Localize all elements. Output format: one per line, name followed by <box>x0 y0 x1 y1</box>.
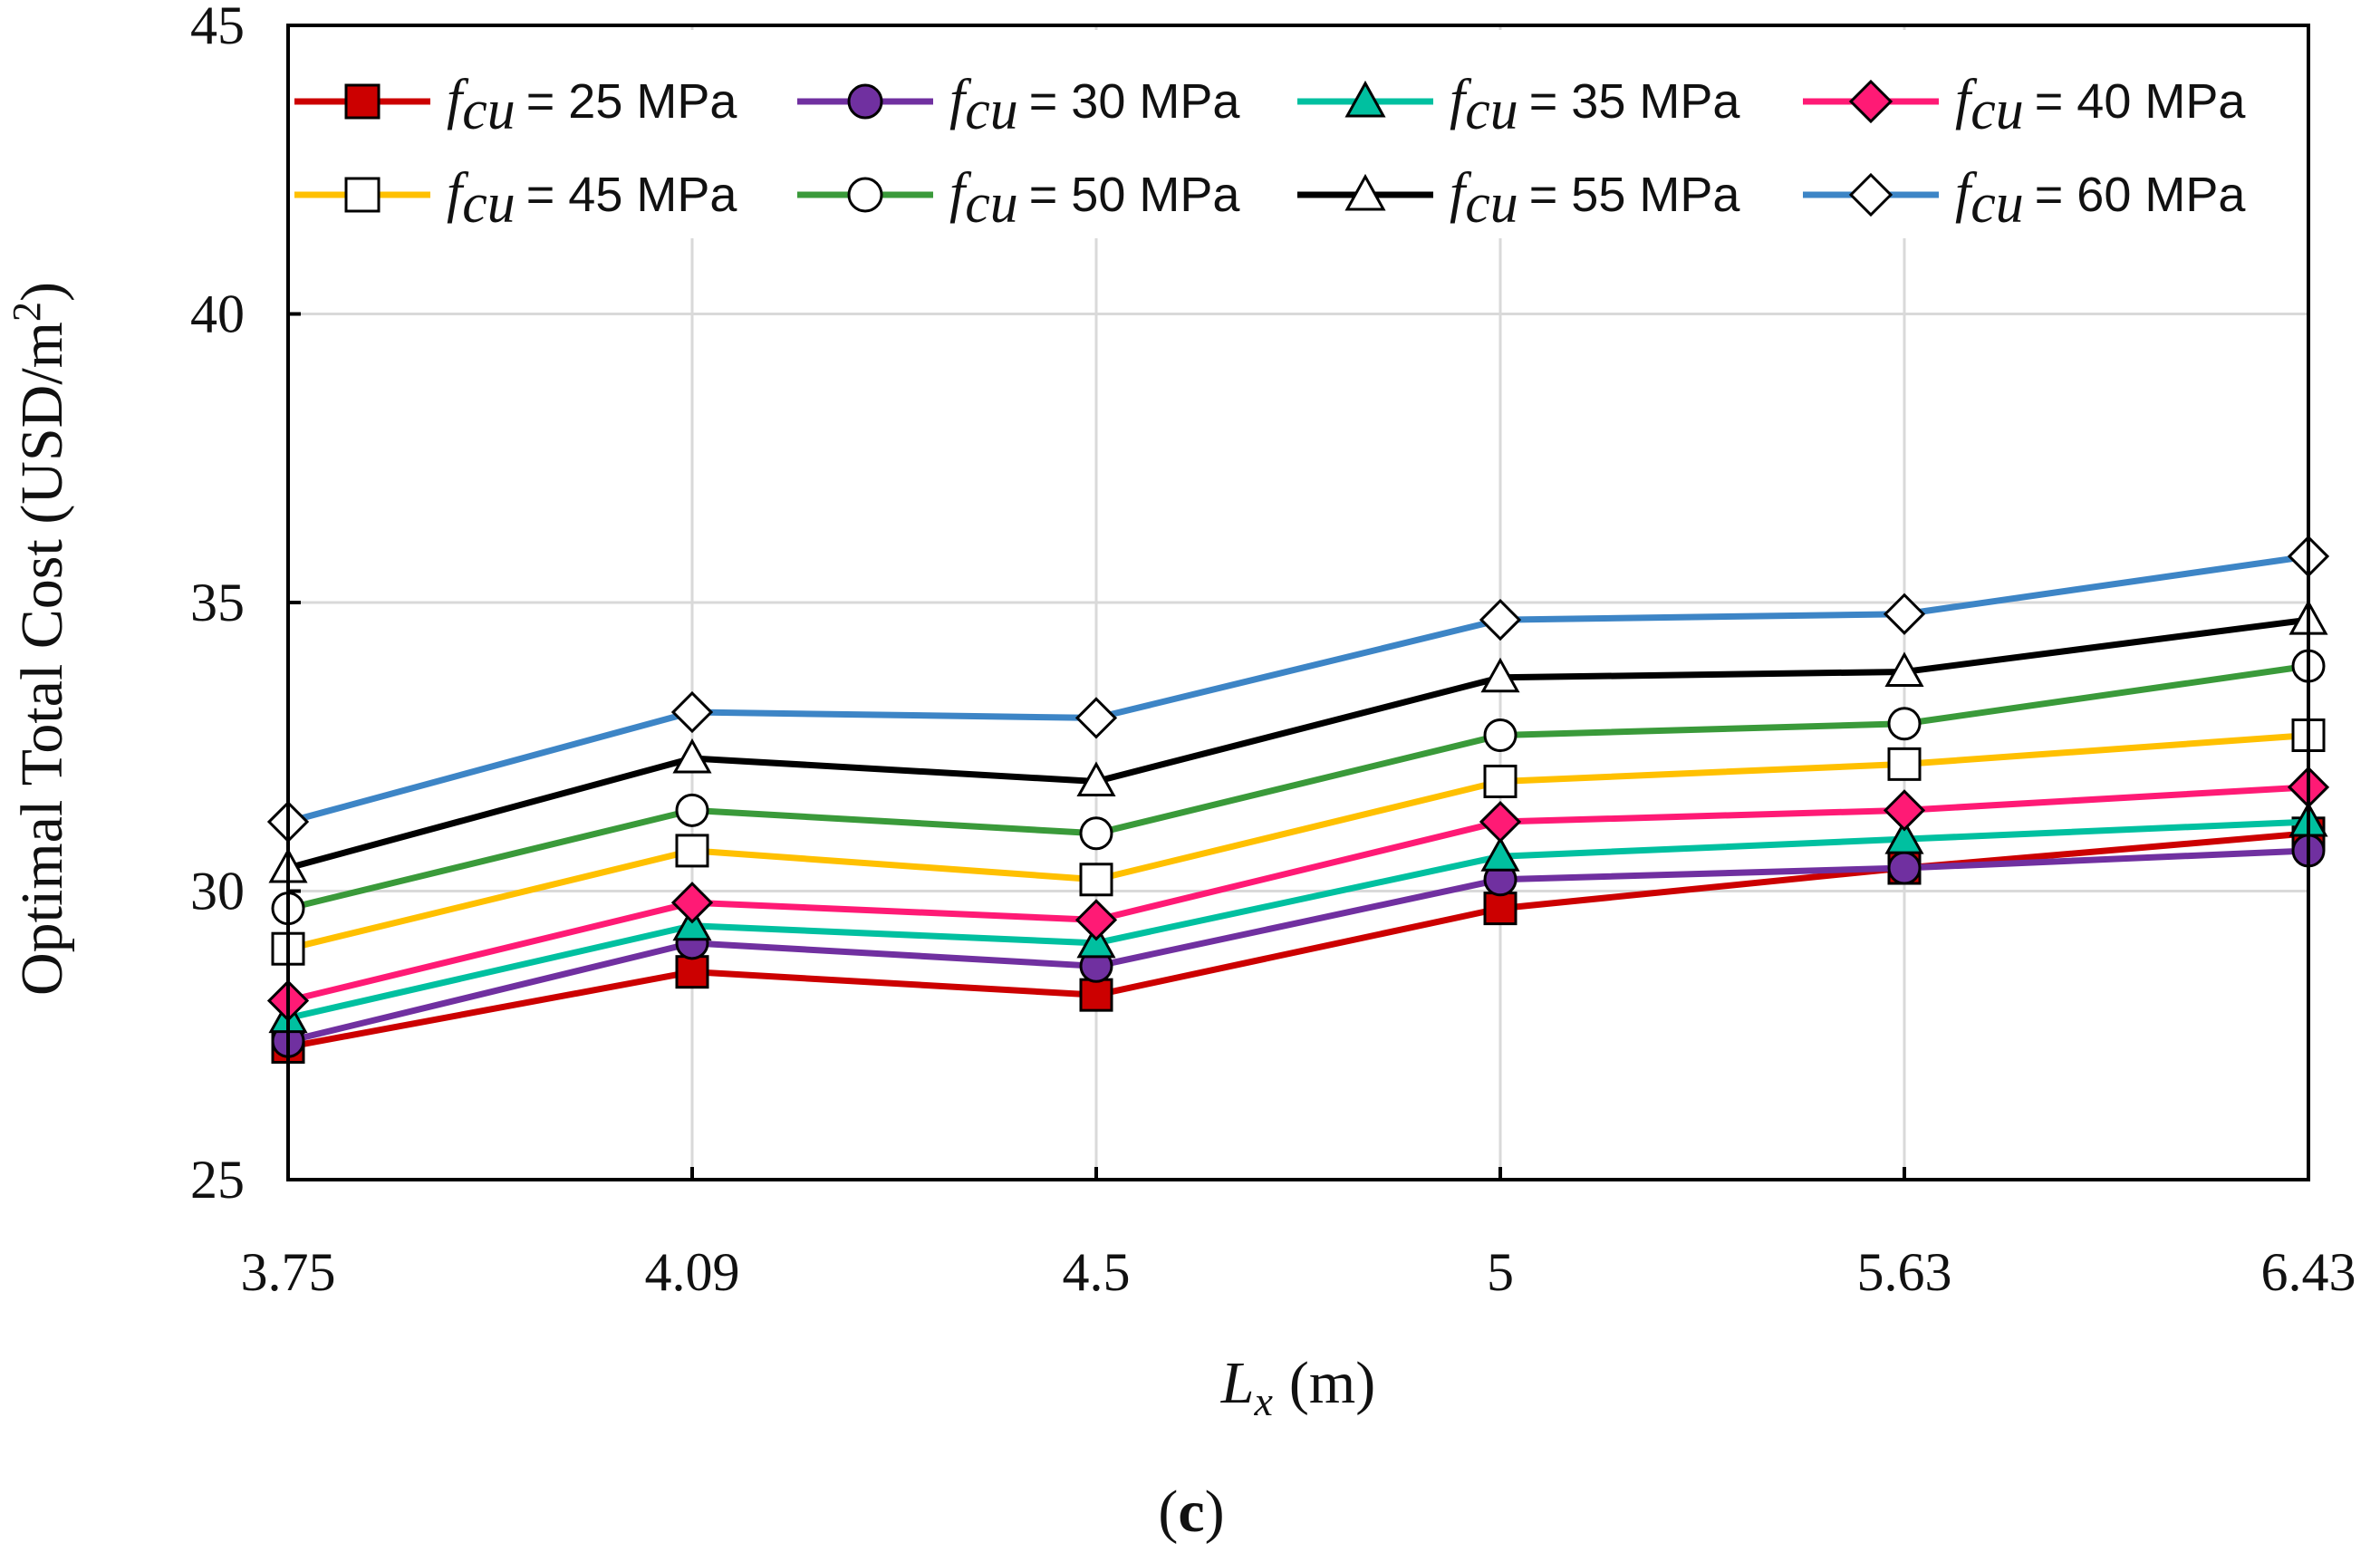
legend-label: fcu = 50 MPa <box>949 162 1240 235</box>
x-tick-label: 4.09 <box>645 1242 740 1302</box>
y-axis-title: Optimal Total Cost (USD/m2) <box>5 282 75 996</box>
x-tick-label: 4.5 <box>1063 1242 1131 1302</box>
series-line <box>287 818 2309 1022</box>
data-point <box>1479 800 1522 844</box>
series-line <box>287 784 2309 1004</box>
legend-marker <box>847 177 883 213</box>
legend: fcu = 25 MPa fcu = 30 MPa fcu = 35 MPa fcu = 40… <box>293 30 2304 238</box>
y-tick-label: 30 <box>190 862 245 921</box>
series-line <box>287 732 2309 952</box>
legend-item: fcu = 40 MPa <box>1803 69 2246 141</box>
y-tick-label: 35 <box>190 573 245 632</box>
data-point <box>1079 863 1113 897</box>
legend-item: fcu = 50 MPa <box>797 162 1240 235</box>
legend-label: fcu = 35 MPa <box>1450 69 1740 141</box>
data-point <box>1483 892 1518 926</box>
data-point <box>1883 789 1926 832</box>
plot-series <box>266 535 2330 1064</box>
data-point <box>672 738 712 774</box>
data-point <box>1480 836 1520 872</box>
legend-item: fcu = 60 MPa <box>1803 162 2246 235</box>
y-tick-label: 45 <box>190 0 245 55</box>
data-point <box>1079 816 1113 851</box>
legend-marker <box>847 83 883 120</box>
legend-item: fcu = 35 MPa <box>1297 69 1740 141</box>
data-point <box>1887 747 1922 781</box>
data-point <box>1887 707 1922 741</box>
series-60-mpa <box>266 535 2330 844</box>
series-line <box>287 553 2309 825</box>
data-point <box>1884 819 1924 854</box>
data-point <box>675 793 709 827</box>
data-point <box>1483 764 1518 798</box>
legend-box <box>293 30 2304 238</box>
axis-ticks: 3.75 4.09 4.5 5 5.63 6.43 25 30 35 40 45 <box>190 0 2356 1302</box>
series-line <box>287 847 2309 1045</box>
legend-marker <box>344 177 381 213</box>
legend-marker <box>1848 172 1893 217</box>
series-line <box>287 616 2309 872</box>
data-point <box>1074 697 1118 739</box>
data-point <box>672 905 712 941</box>
data-point <box>670 882 714 924</box>
legend-label: fcu = 25 MPa <box>447 69 737 141</box>
data-point <box>1884 651 1924 687</box>
legend-label: fcu = 30 MPa <box>949 69 1240 141</box>
data-point <box>1076 922 1116 959</box>
legend-marker <box>1344 80 1386 118</box>
y-tick-label: 40 <box>190 284 245 344</box>
data-point <box>670 690 714 734</box>
data-point <box>1479 598 1522 641</box>
series-40-mpa <box>266 766 2330 1022</box>
x-tick-label: 5 <box>1487 1242 1514 1302</box>
legend-label: fcu = 55 MPa <box>1450 162 1740 235</box>
data-point <box>1074 899 1118 941</box>
legend-marker <box>1344 173 1386 211</box>
legend-label: fcu = 45 MPa <box>447 162 737 235</box>
series-line <box>287 662 2309 912</box>
data-point <box>1079 978 1113 1012</box>
legend-label: fcu = 40 MPa <box>1955 69 2246 141</box>
data-point <box>675 834 709 868</box>
legend-item: fcu = 30 MPa <box>797 69 1240 141</box>
series-55-mpa <box>268 600 2328 883</box>
x-axis-title: Lx (m) <box>1220 1350 1375 1424</box>
x-tick-label: 3.75 <box>241 1242 336 1302</box>
data-point <box>1883 593 1926 635</box>
data-point <box>1076 761 1116 796</box>
legend-label: fcu = 60 MPa <box>1955 162 2246 235</box>
data-point <box>1480 657 1520 693</box>
data-point <box>675 955 709 989</box>
x-tick-label: 6.43 <box>2261 1242 2356 1302</box>
legend-marker <box>1848 79 1893 124</box>
legend-marker <box>344 83 381 120</box>
legend-item: fcu = 25 MPa <box>294 69 737 141</box>
data-point <box>1483 718 1518 753</box>
y-tick-label: 25 <box>190 1150 245 1210</box>
series-25-mpa <box>271 816 2326 1064</box>
data-point <box>1887 851 1922 885</box>
legend-item: fcu = 45 MPa <box>294 162 737 235</box>
legend-item: fcu = 55 MPa <box>1297 162 1740 235</box>
x-tick-label: 5.63 <box>1857 1242 1952 1302</box>
figure-caption: (c) <box>1158 1479 1224 1545</box>
